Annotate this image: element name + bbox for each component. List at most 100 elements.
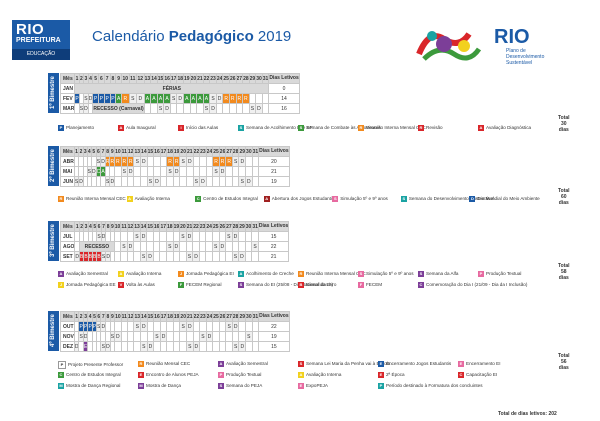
legend-item: C Comemoração do Dia I (21/09 - Dia da I … [418, 282, 527, 288]
day-cell: D [100, 321, 107, 332]
month-row: MAI S D C A S D S D S D 21 [60, 166, 290, 177]
day-cell: S [96, 321, 102, 332]
day-header: 31 [261, 73, 270, 84]
mes-header: Mês [60, 311, 75, 322]
day-header: 17 [159, 221, 167, 232]
legend-label: Encerramento EI [466, 361, 501, 367]
legend-swatch: F [358, 282, 364, 288]
legend-swatch: S [400, 196, 407, 202]
day-cell [96, 341, 102, 352]
day-header: 11 [120, 311, 128, 322]
month-name: DEZ [60, 341, 75, 352]
day-header: 25 [212, 146, 220, 157]
legend-label: Jornada Pedagógica EE [66, 282, 116, 288]
legend-label: Acolhimento de Creche [246, 271, 294, 277]
day-header: 15 [146, 221, 154, 232]
legend-swatch: R [358, 125, 364, 131]
legend-item: S Semana da Alfa [418, 271, 458, 277]
prefeitura-logo: RIO PREFEITURA EDUCAÇÃO [12, 20, 70, 60]
legend-label: Capacitação EI [466, 372, 498, 378]
day-cell: D [90, 166, 97, 177]
legend-swatch: E [298, 383, 304, 389]
legend-swatch: M [58, 383, 64, 389]
legend-swatch: P [378, 383, 384, 389]
legend-label: Semana de Acolhimento EI e EF [246, 125, 313, 131]
dias-letivos-header: Dias Letivos [258, 311, 290, 322]
month-total: 22 [257, 241, 290, 252]
legend-swatch: S [332, 196, 339, 202]
legend-item: R Reunião Interna Mensal CEC [358, 125, 426, 131]
legend-item: A Avaliação Interna [298, 372, 341, 378]
legend-label: Encontro de Alunos PEJA [146, 372, 199, 378]
day-cell [120, 251, 128, 262]
legend-swatch: D [469, 196, 476, 202]
legend-label: FECEM Regional [186, 282, 222, 288]
legend-item: S Semana do EI (25/08 - Dia Nacional da E… [238, 282, 333, 288]
month-name: AGO [59, 241, 76, 252]
bimestre-label: 2º Bimestre [48, 146, 59, 186]
day-header: 21 [186, 311, 194, 322]
day-header: 15 [146, 146, 155, 157]
legend-label: Produção Textual [486, 271, 522, 277]
calendar-grid: Mês 1 2 3 4 5 6 7 8 9 10 11 12 13 14 15 16 17 18 19 20 21 22 23… [60, 311, 290, 352]
day-cell: C [95, 166, 102, 177]
legend-item: S Semana de Acolhimento EI e EF [238, 125, 312, 131]
day-header: 9 [110, 221, 115, 232]
legend-item: E 2ª Época [378, 372, 405, 378]
legend-item: P Período destinado à Formatura dos concl… [378, 383, 483, 389]
month-row: MAR S D RECESSO (Carnaval) S D S D S D 16 [59, 103, 300, 114]
legend-swatch: E [458, 361, 464, 367]
day-header: 27 [225, 146, 233, 157]
legend-label: FECEM [366, 282, 383, 288]
legend-label: Produção Textual [226, 372, 262, 378]
legend-swatch: I [178, 125, 184, 131]
legend-swatch: R [138, 361, 144, 367]
mes-header: Mês [60, 146, 75, 157]
day-cell: D [74, 251, 80, 262]
day-cell: D [105, 341, 111, 352]
legend-swatch: C [195, 196, 202, 202]
day-cell [86, 176, 92, 187]
month-name: FEV [59, 93, 76, 104]
legend-item: E Encerramento Jogos Estudantis [378, 361, 451, 367]
day-header: 22 [192, 311, 201, 322]
legend-swatch: S [358, 271, 364, 277]
legend-swatch: S [298, 361, 304, 367]
day-header: 24 [205, 311, 214, 322]
legend-item: I Início das Aulas [178, 125, 218, 131]
month-row: NOV S D S D S D S D S 19 [60, 331, 290, 342]
legend-item: A Abertura dos Jogos Estudantis [263, 196, 334, 202]
legend-swatch: A [118, 125, 124, 131]
day-header: 11 [120, 146, 128, 157]
day-header: 25 [211, 221, 220, 232]
legend-swatch: R [298, 271, 304, 277]
month-total: 22 [258, 321, 290, 332]
day-cell: P [78, 321, 84, 332]
legend-item: S Semana Lei Maria da Penha vai à Escola [298, 361, 390, 367]
day-header: 19 [183, 73, 191, 84]
day-cell: A [100, 166, 106, 177]
day-header: 10 [114, 311, 122, 322]
legend-label: Volta às Aulas [126, 282, 155, 288]
legend-label: Reunião Mensal CEC [146, 361, 191, 367]
day-header: 12 [126, 146, 135, 157]
day-cell: S [78, 331, 84, 342]
page-title: Calendário Pedagógico 2019 [92, 28, 292, 45]
legend-item: R Reunião Interna Mensal CEC [298, 271, 366, 277]
day-header: 18 [166, 221, 174, 232]
day-cell [109, 341, 116, 352]
legend-label: Avaliação Semestral [66, 271, 108, 277]
day-header: 30 [244, 221, 253, 232]
legend-item: E ExpoPEJA [298, 383, 328, 389]
legend-label: Encerramento Jogos Estudantis [386, 361, 452, 367]
day-header: 28 [242, 73, 250, 84]
day-header: 12 [126, 221, 135, 232]
sustainability-art-icon [416, 31, 482, 61]
rio-subtitle: Plano de Desenvolvimento Sustentável [506, 48, 545, 66]
day-header: 23 [209, 73, 217, 84]
day-header: 30 [245, 311, 253, 322]
legend-label: Avaliação Interna [306, 372, 342, 378]
day-cell: S [109, 331, 116, 342]
legend-swatch: A [238, 271, 244, 277]
month-name: ABR [60, 156, 75, 167]
